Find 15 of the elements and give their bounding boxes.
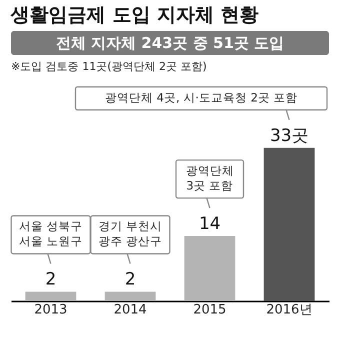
x-tick-label: 2014 — [114, 302, 147, 318]
x-tick-label: 2013 — [34, 302, 68, 318]
chart-title: 생활임금제 도입 지자체 현황 — [10, 4, 259, 26]
annotation: 서울 성북구 서울 노원구 — [18, 219, 83, 248]
text: ※도입 검토중 11곳(광역단체 2곳 포함) — [11, 60, 207, 73]
chart-subtitle: 전체 지자체 243곳 중 51곳 도입 — [56, 34, 284, 52]
x-tick-label: 2016년 — [266, 302, 312, 318]
data-label: 2 — [45, 270, 56, 290]
x-tick-label: 2015 — [193, 302, 226, 318]
text: 광역단체 4곳, 시·도교육청 2곳 포함 — [104, 90, 298, 104]
data-label: 33곳 — [270, 126, 309, 146]
annotation: 광역단체 3곳 포함 — [186, 164, 234, 193]
data-label: 14 — [198, 214, 221, 234]
annotation: 경기 부천시 광주 광산구 — [98, 219, 162, 248]
data-label: 2 — [124, 270, 136, 290]
